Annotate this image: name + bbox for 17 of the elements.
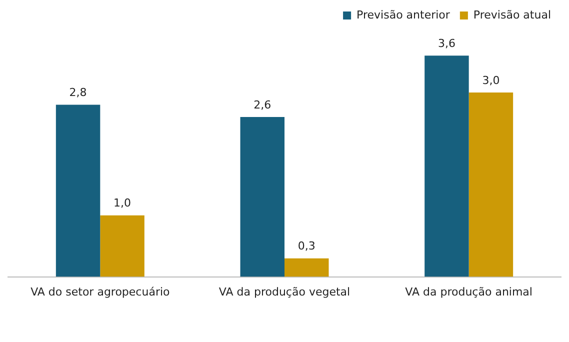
bar [424,56,469,277]
legend-label: Previsão atual [473,8,552,22]
data-label: 2,6 [254,98,272,112]
data-label: 0,3 [298,240,316,253]
bar [56,104,100,277]
bar [100,215,144,277]
data-label: 3,6 [438,36,456,50]
bar [240,117,284,277]
data-label: 1,0 [114,196,132,210]
x-tick-label: VA da produção vegetal [218,285,350,298]
x-tick-label: VA do setor agropecuário [30,285,170,298]
bar [468,92,514,277]
x-tick-label: VA da produção animal [405,285,532,298]
data-label: 3,0 [482,74,500,87]
legend-label: Previsão anterior [356,8,450,22]
data-label: 2,8 [69,86,87,100]
bar [284,258,329,277]
